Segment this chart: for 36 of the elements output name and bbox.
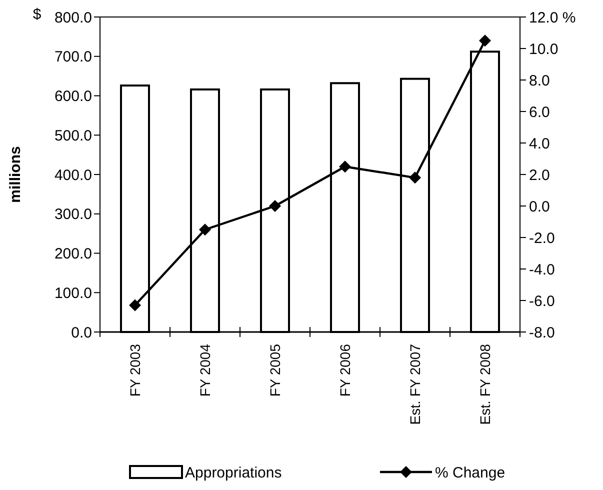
y-tick-label: 100.0: [54, 284, 92, 302]
y2-tick-label: -4.0: [529, 261, 555, 278]
x-tick-label: FY 2005: [266, 344, 283, 397]
y-tick-label: 0.0: [71, 324, 92, 342]
y2-tick-label: -2.0: [529, 230, 555, 247]
y-tick-label: 700.0: [54, 48, 92, 66]
y2-tick-label: 2.0: [529, 166, 550, 184]
y-axis-title: millions: [7, 146, 24, 203]
x-tick-label: Est. FY 2008: [476, 344, 493, 425]
y2-tick-label: 12.0 %: [529, 9, 576, 26]
y-tick-label: 600.0: [54, 88, 92, 105]
point: [409, 172, 421, 184]
y2-tick-label: 8.0: [529, 72, 550, 90]
y2-tick-label: 4.0: [529, 135, 550, 152]
y2-tick-label: -8.0: [529, 324, 555, 342]
y2-tick-label: 10.0: [529, 40, 558, 58]
y-tick-label: 400.0: [54, 166, 92, 184]
point: [269, 200, 281, 212]
point: [479, 34, 491, 47]
y2-tick-label: -6.0: [529, 292, 555, 310]
x-tick-label: FY 2003: [126, 344, 143, 397]
text: $: [32, 6, 42, 23]
x-tick-label: Est. FY 2007: [406, 344, 423, 425]
y-tick-label: 300.0: [54, 206, 92, 224]
x-tick-label: FY 2004: [196, 344, 213, 397]
y2-tick-label: 6.0: [529, 104, 550, 121]
y2-tick-label: 0.0: [529, 198, 550, 216]
y-tick-label: 800.0: [54, 9, 92, 26]
legend-label: % Change: [435, 464, 506, 482]
point: [199, 224, 211, 236]
legend-label: Appropriations: [185, 464, 282, 482]
point: [339, 160, 351, 173]
y-tick-label: 200.0: [54, 246, 92, 262]
point: [129, 299, 141, 312]
x-tick-label: FY 2006: [336, 344, 353, 397]
y-tick-label: 500.0: [54, 127, 92, 144]
